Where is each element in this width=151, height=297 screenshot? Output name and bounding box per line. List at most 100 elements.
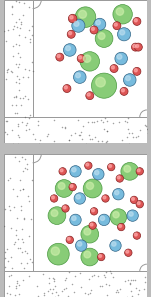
Point: [132, 135, 135, 140]
Point: [45, 124, 48, 128]
Point: [22, 120, 24, 124]
Point: [10, 12, 13, 17]
Point: [35, 283, 38, 288]
Point: [24, 252, 26, 257]
Point: [144, 275, 146, 279]
Point: [20, 21, 22, 26]
Circle shape: [70, 16, 73, 19]
Circle shape: [63, 85, 71, 93]
Point: [7, 287, 10, 292]
Point: [101, 139, 103, 144]
Point: [23, 104, 26, 109]
Point: [17, 64, 20, 69]
Point: [29, 71, 31, 76]
Point: [31, 33, 34, 37]
Point: [25, 219, 28, 223]
Point: [74, 275, 77, 280]
Point: [143, 286, 145, 291]
Bar: [33, 154, 147, 271]
Point: [5, 10, 8, 15]
Point: [98, 132, 101, 137]
Point: [21, 187, 24, 192]
Point: [51, 293, 53, 297]
Point: [47, 138, 50, 143]
Point: [119, 119, 122, 124]
Circle shape: [96, 20, 100, 25]
Point: [63, 270, 65, 275]
Point: [15, 293, 18, 297]
Point: [13, 241, 15, 246]
Point: [132, 278, 135, 282]
Point: [29, 236, 31, 241]
Point: [20, 207, 23, 212]
Circle shape: [129, 212, 133, 216]
Point: [22, 244, 24, 249]
Point: [19, 26, 22, 31]
Point: [27, 75, 30, 79]
Circle shape: [58, 183, 65, 189]
Point: [49, 119, 51, 124]
Point: [87, 292, 89, 297]
Point: [37, 130, 40, 135]
Point: [28, 48, 31, 52]
Circle shape: [121, 89, 124, 92]
Point: [11, 187, 14, 192]
Point: [26, 173, 29, 177]
Point: [77, 117, 79, 122]
Point: [7, 290, 9, 294]
Point: [90, 287, 93, 292]
Circle shape: [121, 162, 139, 180]
Point: [82, 285, 85, 289]
Circle shape: [99, 255, 102, 257]
Point: [14, 275, 17, 280]
Point: [94, 135, 97, 140]
Point: [62, 270, 65, 275]
Point: [42, 272, 44, 277]
Point: [14, 164, 17, 169]
Point: [12, 114, 14, 119]
Point: [98, 279, 101, 284]
Point: [84, 135, 86, 140]
Circle shape: [114, 23, 117, 26]
Point: [40, 284, 42, 288]
Point: [15, 80, 18, 85]
Point: [39, 289, 41, 294]
Point: [5, 99, 7, 104]
Point: [36, 285, 39, 290]
Point: [104, 278, 106, 282]
Point: [29, 81, 31, 86]
Point: [6, 117, 9, 122]
Point: [18, 152, 20, 157]
Point: [28, 198, 31, 203]
Point: [24, 114, 26, 119]
Point: [7, 261, 10, 266]
Point: [8, 204, 10, 209]
Point: [101, 130, 103, 135]
Point: [5, 118, 7, 123]
Circle shape: [90, 208, 98, 215]
Circle shape: [133, 67, 141, 75]
Point: [68, 269, 70, 274]
Point: [134, 126, 137, 131]
Bar: [4, 117, 147, 143]
Point: [23, 217, 25, 222]
Point: [117, 122, 119, 127]
Circle shape: [48, 243, 69, 265]
Point: [12, 54, 14, 59]
Point: [56, 135, 59, 139]
Point: [124, 270, 127, 275]
Point: [11, 128, 13, 132]
Point: [5, 174, 7, 178]
Point: [20, 113, 23, 118]
Circle shape: [81, 225, 99, 243]
Point: [115, 290, 117, 295]
Point: [26, 13, 28, 18]
Point: [98, 272, 100, 277]
Point: [30, 217, 33, 221]
Point: [73, 131, 76, 136]
Point: [8, 274, 11, 279]
Point: [29, 37, 32, 41]
Point: [27, 97, 29, 101]
Point: [9, 113, 11, 118]
Point: [24, 94, 27, 98]
